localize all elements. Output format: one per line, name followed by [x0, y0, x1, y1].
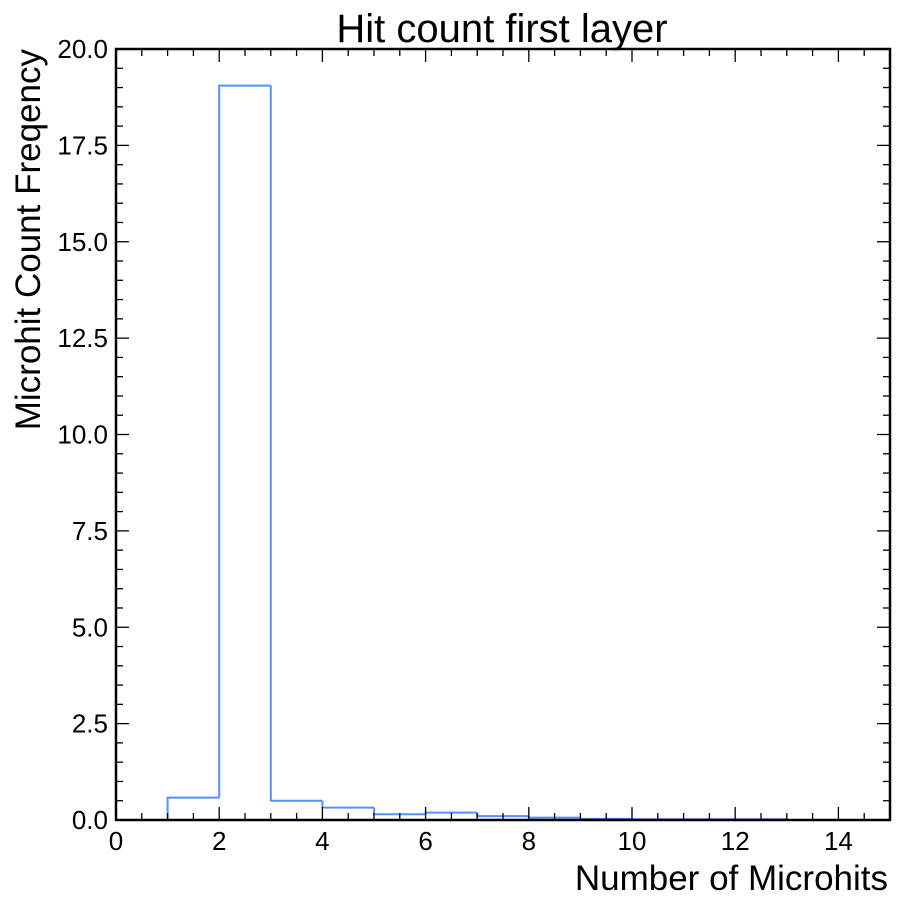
- y-tick-label: 10.0: [57, 420, 108, 450]
- y-tick-label: 17.5: [57, 130, 108, 160]
- chart-title: Hit count first layer: [336, 7, 667, 51]
- x-tick-label: 8: [522, 826, 536, 856]
- plot-frame: [116, 49, 890, 820]
- histogram-bin: [271, 86, 323, 801]
- tick-labels: 0 2 4 6 8 10 12 14 0.0 2.5 5.0 7.5 10.0 12.5 15.0 17.5 2…: [57, 34, 852, 856]
- y-tick-label: 15.0: [57, 227, 108, 257]
- x-tick-label: 4: [315, 826, 329, 856]
- y-tick-label: 2.5: [72, 709, 108, 739]
- y-tick-label: 20.0: [57, 34, 108, 64]
- x-tick-label: 2: [212, 826, 226, 856]
- y-tick-label: 12.5: [57, 323, 108, 353]
- histogram-series: [116, 86, 838, 820]
- x-tick-label: 10: [618, 826, 647, 856]
- axis-ticks: [116, 49, 890, 820]
- histogram-bin: [219, 86, 271, 798]
- x-tick-label: 14: [824, 826, 853, 856]
- x-tick-label: 0: [109, 826, 123, 856]
- x-tick-label: 12: [721, 826, 750, 856]
- x-tick-label: 6: [418, 826, 432, 856]
- x-axis-label: Number of Microhits: [575, 859, 888, 898]
- histogram-bin: [322, 801, 374, 808]
- y-tick-label: 0.0: [72, 805, 108, 835]
- y-tick-label: 5.0: [72, 612, 108, 642]
- y-axis-label: Microhit Count Freqency: [9, 49, 48, 431]
- y-tick-label: 7.5: [72, 516, 108, 546]
